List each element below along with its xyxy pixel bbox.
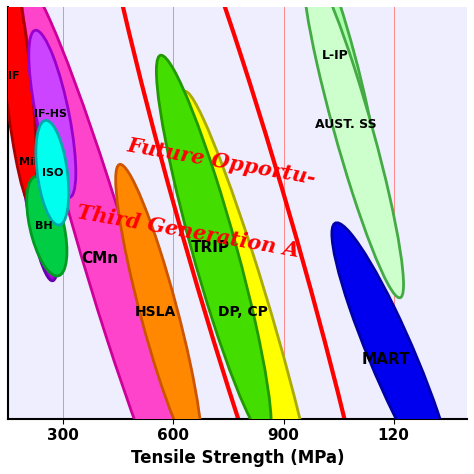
Ellipse shape	[21, 0, 193, 474]
Ellipse shape	[0, 0, 36, 205]
Ellipse shape	[13, 43, 59, 281]
Text: Future Opportu-: Future Opportu-	[125, 136, 317, 189]
Text: DP, CP: DP, CP	[218, 305, 268, 319]
Ellipse shape	[156, 55, 271, 440]
Ellipse shape	[27, 176, 67, 276]
Text: ISO: ISO	[42, 168, 63, 178]
Text: L-IP: L-IP	[321, 48, 348, 62]
Text: MART: MART	[362, 353, 410, 367]
Text: AUST. SS: AUST. SS	[315, 118, 377, 131]
Text: IF-HS: IF-HS	[34, 109, 67, 119]
Text: Mild: Mild	[19, 157, 46, 167]
Text: HSLA: HSLA	[135, 305, 176, 319]
Ellipse shape	[182, 91, 319, 474]
Ellipse shape	[36, 120, 69, 225]
Ellipse shape	[299, 0, 378, 196]
Text: Third Generation A: Third Generation A	[75, 202, 301, 261]
Text: BH: BH	[36, 221, 53, 231]
X-axis label: Tensile Strength (MPa): Tensile Strength (MPa)	[131, 449, 345, 467]
Text: IF: IF	[8, 72, 19, 82]
Ellipse shape	[332, 223, 456, 474]
Text: CMn: CMn	[82, 251, 118, 266]
Ellipse shape	[116, 164, 202, 459]
Text: TRIP: TRIP	[191, 240, 229, 255]
Ellipse shape	[29, 30, 76, 198]
Ellipse shape	[303, 0, 403, 298]
